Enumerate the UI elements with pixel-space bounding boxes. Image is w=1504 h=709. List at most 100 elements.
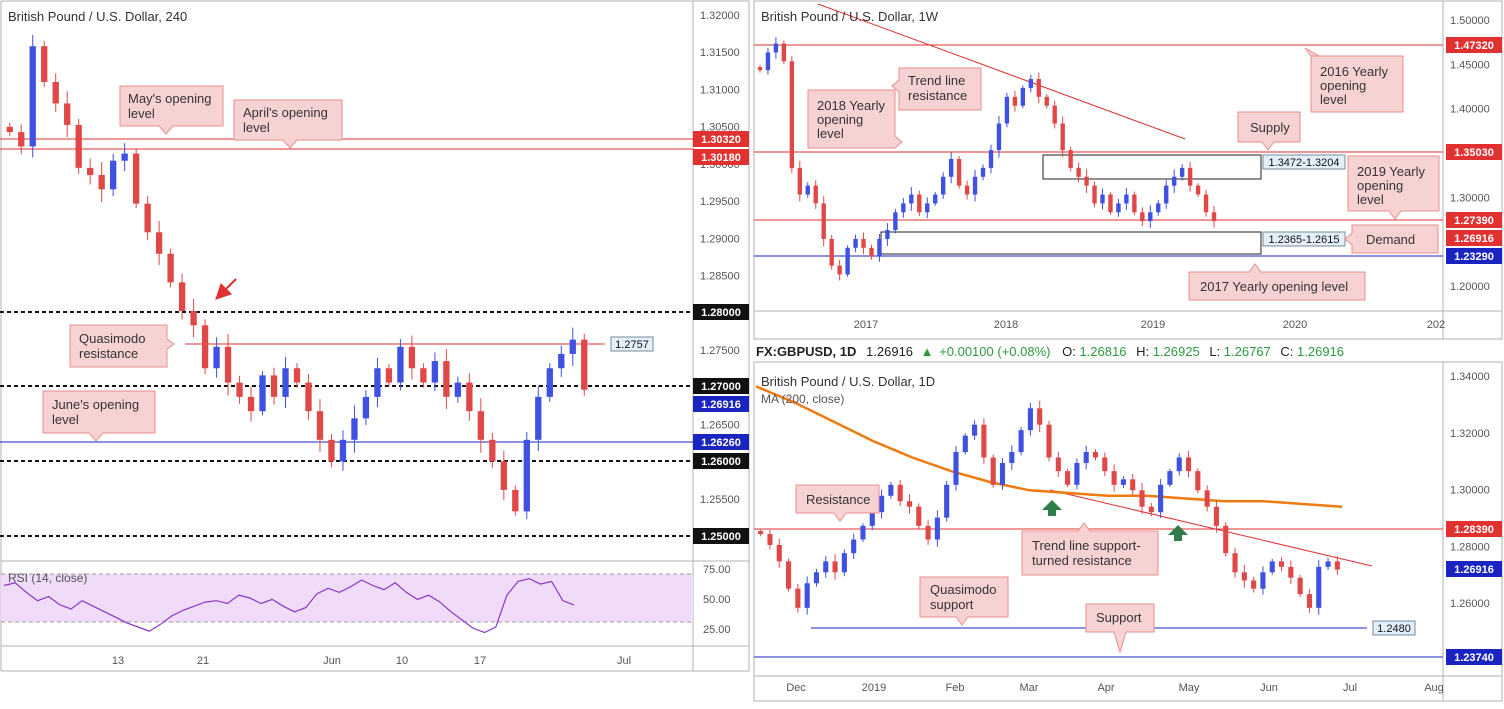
callout-2019-yearly: 2019 Yearly opening level (1347, 155, 1440, 220)
candle-body (758, 531, 764, 535)
x-tick-label: 2017 (854, 319, 878, 331)
y-tick-label: 1.45000 (1450, 59, 1490, 71)
candle-body (1204, 490, 1210, 507)
candle-body (1167, 471, 1173, 485)
price-tag-label: 1.27390 (1454, 215, 1494, 227)
candle-body (167, 253, 174, 283)
candle-body (1176, 457, 1182, 472)
daily-last: 1.26916 (866, 344, 913, 359)
y-tick-label: 1.32000 (700, 10, 740, 22)
callout-qs-line1: Quasimodo (930, 582, 996, 597)
candle-body (1213, 506, 1219, 526)
x-tick-label: Feb (946, 682, 965, 694)
y-tick-label: 1.26500 (700, 419, 740, 431)
ma-200-line (755, 385, 1343, 508)
daily-low-label: L: (1209, 344, 1220, 359)
candle-body (1132, 194, 1137, 213)
candle-body (546, 368, 553, 397)
candle-body (776, 544, 782, 562)
rsi-line (3, 577, 575, 634)
candle-body (523, 439, 530, 512)
candle-body (1211, 212, 1217, 222)
candle-body (431, 361, 439, 383)
candle-body (962, 435, 968, 453)
candle-body (1028, 79, 1034, 88)
daily-symbol: FX:GBPUSD, 1D (756, 344, 856, 359)
callout-may-line2: level (128, 106, 155, 121)
candle-body (1316, 566, 1322, 608)
weekly-title: British Pound / U.S. Dollar, 1W (761, 9, 939, 24)
rsi-y-axis: 75.00 50.00 25.00 (703, 564, 731, 636)
candle-body (1065, 471, 1071, 485)
price-tag-label: 1.30320 (701, 134, 741, 146)
candle-body (1179, 167, 1185, 177)
candle-body (757, 67, 763, 71)
candle-body (1148, 506, 1154, 513)
x-tick-label: Jul (1343, 682, 1357, 694)
candle-body (339, 439, 347, 462)
daily-close: 1.26916 (1297, 344, 1344, 359)
w-demand-label: 1.2365-1.2615 (1269, 234, 1340, 246)
candle-body (860, 525, 866, 540)
candle-body (1251, 580, 1257, 589)
green-arrow-up-1 (1042, 500, 1062, 516)
candle-body (178, 282, 186, 311)
callout-dtrend-line1: Trend line support- (1032, 538, 1141, 553)
weekly-candles (757, 37, 1217, 281)
callout-supply: Supply (1237, 111, 1301, 151)
price-tag-label: 1.26000 (701, 456, 741, 468)
candle-body (861, 238, 866, 248)
y-tick-label: 50.00 (703, 594, 731, 606)
price-tag-label: 1.26260 (701, 437, 741, 449)
candle-body (1108, 194, 1113, 213)
candle-body (897, 484, 903, 502)
price-tag-label: 1.27000 (701, 381, 741, 393)
callout-2018-line2: opening (817, 112, 863, 127)
candle-body (1288, 566, 1294, 578)
candle-body (1012, 96, 1018, 106)
candle-body (1111, 471, 1117, 485)
candle-body (52, 81, 59, 104)
candle-body (385, 368, 393, 383)
candle-body (1092, 452, 1099, 458)
price-tag-label: 1.26916 (1454, 564, 1494, 576)
candle-body (877, 238, 882, 257)
d-quasimodo-value-label: 1.2480 (1377, 623, 1411, 635)
candle-body (282, 368, 289, 397)
candle-body (1139, 490, 1145, 507)
price-tag (693, 378, 749, 394)
candle-body (1269, 561, 1275, 573)
candle-body (832, 561, 838, 573)
callout-resistance-text: Resistance (806, 492, 870, 507)
y-tick-label: 1.29000 (700, 233, 740, 245)
candle-body (1185, 457, 1192, 472)
price-tag (1446, 521, 1502, 537)
candle-body (87, 167, 94, 176)
callout-support: Support (1085, 603, 1155, 654)
candle-body (1084, 176, 1089, 186)
candle-body (201, 325, 209, 369)
price-tag-label: 1.25000 (701, 531, 741, 543)
price-tag-label: 1.23290 (1454, 251, 1494, 263)
weekly-price-tags: 1.47320 1.35030 1.27390 1.26916 1.23290 (1446, 37, 1502, 264)
callout-2018-yearly: 2018 Yearly opening level (807, 89, 903, 149)
candle-body (1195, 471, 1201, 491)
candle-body (41, 46, 48, 82)
candle-body (489, 439, 496, 462)
price-tag-label: 1.26916 (701, 399, 741, 411)
candle-body (823, 561, 829, 573)
callout-trend-resistance: Trend line resistance (891, 67, 982, 111)
y-tick-label: 1.25500 (700, 494, 740, 506)
candle-body (316, 411, 324, 440)
daily-open-label: O: (1062, 344, 1076, 359)
price-tag (693, 304, 749, 320)
candle-body (879, 495, 885, 513)
callout-supply-text: Supply (1250, 120, 1290, 135)
candle-body (1052, 105, 1057, 124)
candle-body (851, 539, 857, 554)
candle-body (940, 176, 946, 195)
daily-high: 1.26925 (1153, 344, 1200, 359)
rsi-band (1, 574, 693, 622)
y-tick-label: 1.31000 (700, 84, 740, 96)
y-tick-label: 1.30500 (700, 122, 740, 134)
